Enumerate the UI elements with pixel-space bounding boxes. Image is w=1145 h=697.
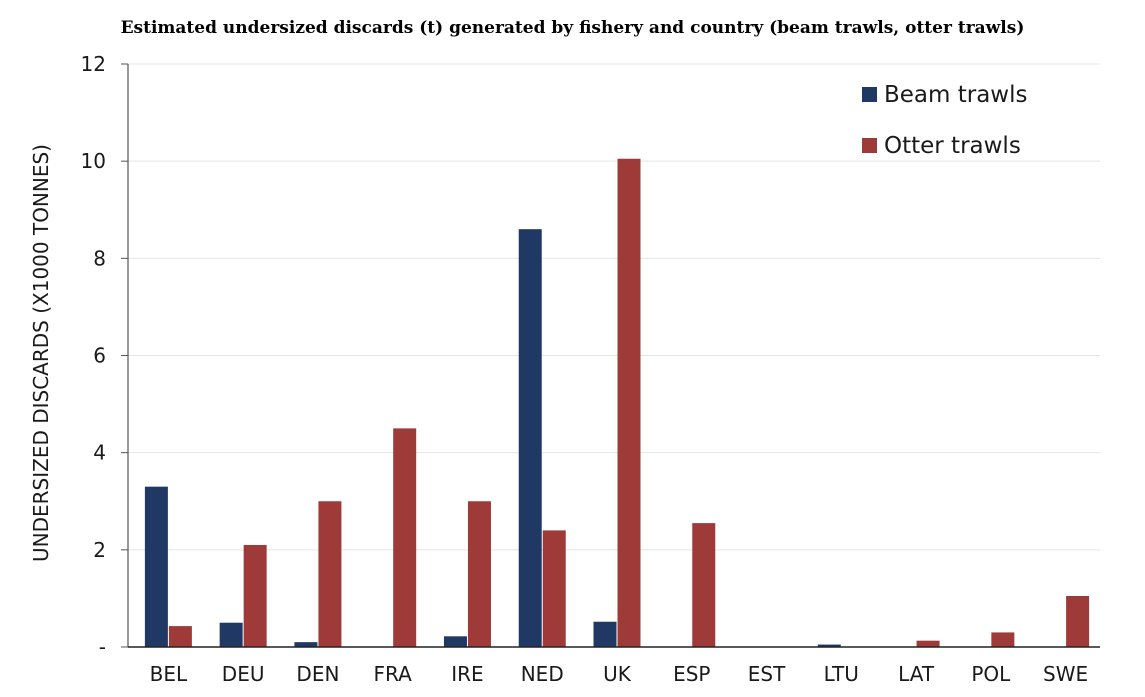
- y-axis-label: UNDERSIZED DISCARDS (X1000 TONNES): [29, 144, 53, 562]
- bar-beam-trawls-bel: [144, 486, 168, 647]
- chart-title: Estimated undersized discards (t) genera…: [120, 18, 1025, 38]
- y-tick-label: 4: [93, 441, 106, 465]
- bar-otter-trawls-ned: [542, 530, 566, 647]
- y-tick-label: 12: [81, 52, 106, 76]
- bar-otter-trawls-lat: [916, 640, 940, 647]
- legend-label: Otter trawls: [884, 133, 1021, 159]
- bar-beam-trawls-ire: [443, 636, 467, 647]
- x-tick-labels: BEL DEU DEN FRA IRE NED UK ESP EST LTU LAT POL SWE: [150, 662, 1089, 686]
- bar-otter-trawls-deu: [243, 544, 267, 647]
- bar-otter-trawls-pol: [991, 632, 1015, 647]
- x-tick-label: ESP: [673, 662, 710, 686]
- y-tick-label: 8: [93, 246, 106, 270]
- y-tick-label: 6: [93, 344, 106, 368]
- x-tick-label: NED: [521, 662, 564, 686]
- x-tick-label: BEL: [150, 662, 188, 686]
- x-tick-label: SWE: [1043, 662, 1088, 686]
- x-tick-label: POL: [971, 662, 1011, 686]
- bar-otter-trawls-bel: [168, 626, 192, 647]
- x-tick-label: LTU: [824, 662, 859, 686]
- x-tick-label: EST: [748, 662, 786, 686]
- bar-otter-trawls-uk: [617, 158, 641, 648]
- bar-otter-trawls-ire: [467, 501, 491, 647]
- bar-beam-trawls-ltu: [817, 644, 841, 647]
- grid-lines: [128, 63, 1100, 551]
- bars: [144, 158, 1090, 648]
- bar-beam-trawls-deu: [219, 622, 243, 647]
- y-tick-labels: - 2 4 6 8 10 12: [81, 52, 106, 659]
- bar-beam-trawls-den: [294, 642, 318, 647]
- bar-otter-trawls-den: [318, 501, 342, 647]
- bar-beam-trawls-uk: [593, 621, 617, 647]
- y-tick-label: -: [99, 635, 106, 659]
- y-tick-label: 2: [93, 538, 106, 562]
- x-tick-label: FRA: [374, 662, 413, 686]
- x-tick-label: DEN: [296, 662, 339, 686]
- x-tick-label: LAT: [898, 662, 935, 686]
- bar-beam-trawls-ned: [518, 229, 542, 647]
- bar-otter-trawls-swe: [1066, 595, 1090, 647]
- axes: [121, 63, 1100, 648]
- legend-swatch: [862, 138, 877, 153]
- x-tick-label: IRE: [451, 662, 483, 686]
- y-tick-label: 10: [81, 149, 106, 173]
- bar-otter-trawls-esp: [692, 523, 716, 647]
- legend-label: Beam trawls: [884, 82, 1028, 108]
- legend-swatch: [862, 87, 877, 102]
- legend: Beam trawls Otter trawls: [862, 82, 1028, 159]
- bar-otter-trawls-fra: [393, 428, 417, 647]
- x-tick-label: UK: [603, 662, 632, 686]
- x-tick-label: DEU: [222, 662, 265, 686]
